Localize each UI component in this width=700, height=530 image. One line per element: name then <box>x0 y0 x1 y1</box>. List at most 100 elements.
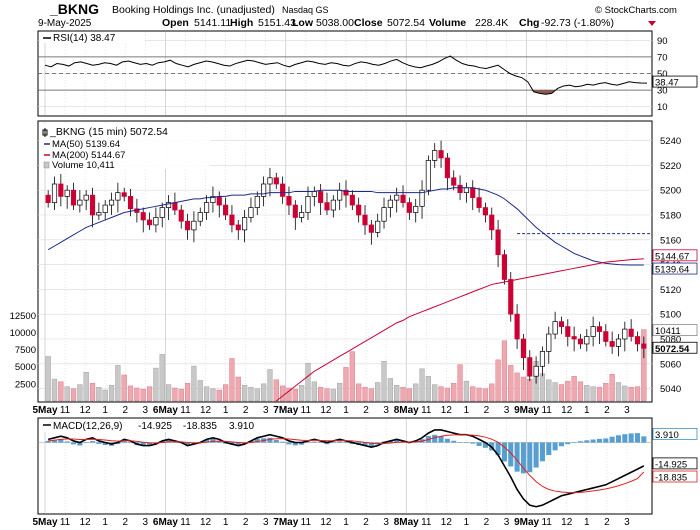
candle-body <box>229 214 235 226</box>
macd-histogram-bar <box>615 435 622 443</box>
volume-y-tick: 12500 <box>10 311 36 322</box>
candle-body <box>419 189 425 207</box>
candle-body <box>178 209 184 222</box>
macd-legend-name: MACD(12,26,9) <box>53 421 122 432</box>
macd-histogram-bar <box>299 442 305 445</box>
x-tick-label: 5May <box>32 405 57 416</box>
candle-body <box>584 336 590 345</box>
macd-histogram-bar <box>128 442 134 443</box>
x-tick-label: 3 <box>143 405 149 416</box>
candle-body <box>539 351 546 367</box>
volume-bar <box>590 386 596 402</box>
volume-y-tick: 2500 <box>15 379 36 390</box>
macd-histogram-bar <box>501 442 507 462</box>
x-tick-label: 12 <box>561 405 573 416</box>
candle-body <box>83 194 89 201</box>
macd-signal-value-label-box <box>652 470 698 483</box>
candle-body <box>51 183 58 203</box>
close-value: 5072.54 <box>387 17 425 29</box>
macd-histogram-bar <box>533 442 539 468</box>
candle-body <box>311 191 317 197</box>
macd-histogram-bar <box>584 440 590 443</box>
volume-bar <box>451 382 457 402</box>
candle-body <box>280 183 286 197</box>
candle-body <box>501 254 507 280</box>
volume-bar <box>337 382 343 402</box>
candle-body <box>457 184 463 194</box>
macd-histogram-bar <box>311 441 317 443</box>
x-tick-label: 3 <box>504 405 510 416</box>
volume-bar <box>172 387 178 402</box>
volume-bar <box>622 385 628 402</box>
x-tick-label: 12 <box>561 517 573 528</box>
volume-bar <box>210 388 216 402</box>
macd-histogram-bar <box>324 442 330 445</box>
x-axis-labels-middle: 5May 11 12 1 2 3 6May 11 12 1 2 3 7May 11 12 1 2 3 8May 11 1… <box>32 405 630 416</box>
high-label: High <box>230 17 253 29</box>
volume-legend: Volume 10,411 <box>52 160 115 171</box>
volume-bar <box>571 376 577 402</box>
candle-body <box>368 224 374 233</box>
macd-histogram-bar <box>267 437 273 443</box>
volume-bar <box>527 378 533 402</box>
volume-bar <box>216 389 222 402</box>
candle-body <box>64 189 70 197</box>
x-tick-label: 12 <box>80 517 92 528</box>
volume-bar <box>115 365 121 402</box>
x-tick-label: 1 <box>102 405 108 416</box>
candle-body <box>641 343 647 349</box>
candle-body <box>558 321 565 327</box>
candle-body <box>273 177 279 185</box>
volume-bar <box>641 329 647 402</box>
low-label: Low <box>292 17 314 29</box>
x-tick-label: 3 <box>624 405 630 416</box>
price-y-tick: 5200 <box>660 186 681 197</box>
volume-bar <box>102 389 108 402</box>
macd-histogram-bar <box>70 442 77 445</box>
macd-histogram-bar <box>337 441 343 443</box>
volume-bar <box>546 379 552 402</box>
candle-body <box>96 212 102 216</box>
candle-body <box>235 224 241 231</box>
macd-histogram-bar <box>362 442 368 446</box>
x-tick-label: 12 <box>441 405 453 416</box>
candle-body <box>615 338 622 347</box>
x-tick-label: 8May <box>394 517 419 528</box>
volume-bar <box>343 367 349 402</box>
volume-bar <box>330 389 336 402</box>
candle-body <box>533 365 539 377</box>
macd-histogram-bar <box>318 442 324 443</box>
x-tick-label: 2 <box>484 517 490 528</box>
volume-bar <box>584 385 590 402</box>
candle-body <box>254 196 260 208</box>
candle-body <box>425 160 431 191</box>
candle-body <box>153 217 159 226</box>
volume-bar <box>318 387 324 402</box>
macd-histogram-bar <box>235 442 241 446</box>
candle-body <box>603 331 609 342</box>
candle-body <box>495 229 501 256</box>
volume-bar <box>51 378 58 402</box>
candle-body <box>375 220 381 233</box>
candle-body <box>432 150 438 161</box>
volume-bar <box>413 383 419 402</box>
volume-bar <box>159 354 165 402</box>
macd-histogram-bar <box>628 433 634 443</box>
volume-bar <box>165 384 172 402</box>
candle-body <box>590 326 596 337</box>
macd-histogram-bar <box>622 434 628 443</box>
candle-body <box>210 196 216 203</box>
volume-bar <box>140 389 146 402</box>
candle-icon <box>42 128 48 137</box>
signal-line <box>48 434 645 494</box>
macd-histogram-bar <box>96 442 102 444</box>
candle-body <box>191 220 197 231</box>
volume-bar <box>539 373 546 402</box>
volume-bar <box>254 388 260 402</box>
company-name: Booking Holdings Inc. (unadjusted) <box>112 4 275 16</box>
candle-body <box>299 212 305 218</box>
volume-bar <box>146 386 153 402</box>
volume-bar <box>596 387 603 402</box>
candle-body <box>58 183 64 197</box>
candle-body <box>305 196 311 213</box>
